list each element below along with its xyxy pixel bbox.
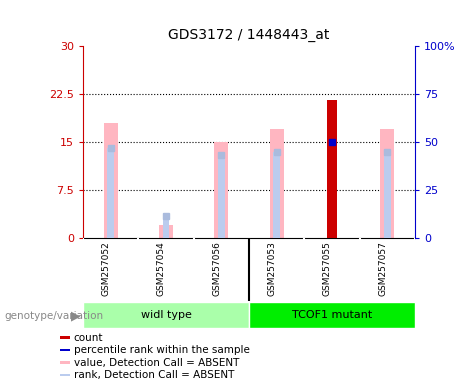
Text: rank, Detection Call = ABSENT: rank, Detection Call = ABSENT [74, 370, 234, 380]
Bar [107, 149, 114, 238]
Text: GSM257056: GSM257056 [212, 241, 221, 296]
Text: genotype/variation: genotype/variation [5, 311, 104, 321]
Text: GSM257053: GSM257053 [267, 241, 277, 296]
Text: count: count [74, 333, 103, 343]
Text: GSM257054: GSM257054 [157, 241, 166, 296]
Bar [218, 155, 225, 238]
Text: GSM257057: GSM257057 [378, 241, 387, 296]
Text: TCOF1 mutant: TCOF1 mutant [292, 310, 372, 320]
Text: widl type: widl type [141, 310, 191, 320]
Bar [159, 225, 173, 238]
Title: GDS3172 / 1448443_at: GDS3172 / 1448443_at [168, 28, 330, 42]
Bar [270, 129, 284, 238]
Text: percentile rank within the sample: percentile rank within the sample [74, 345, 249, 355]
Bar [249, 302, 415, 328]
Bar [83, 302, 249, 328]
Bar [163, 216, 169, 238]
Text: GSM257055: GSM257055 [323, 241, 332, 296]
Bar [380, 129, 394, 238]
Bar [104, 123, 118, 238]
Bar [60, 349, 70, 351]
Bar [214, 142, 228, 238]
Text: value, Detection Call = ABSENT: value, Detection Call = ABSENT [74, 358, 239, 368]
Bar [273, 152, 280, 238]
Text: GSM257052: GSM257052 [101, 241, 111, 296]
Bar [384, 152, 390, 238]
Bar [60, 361, 70, 364]
Bar [60, 336, 70, 339]
Bar [327, 101, 337, 238]
Bar [60, 374, 70, 376]
Text: ▶: ▶ [71, 309, 81, 322]
